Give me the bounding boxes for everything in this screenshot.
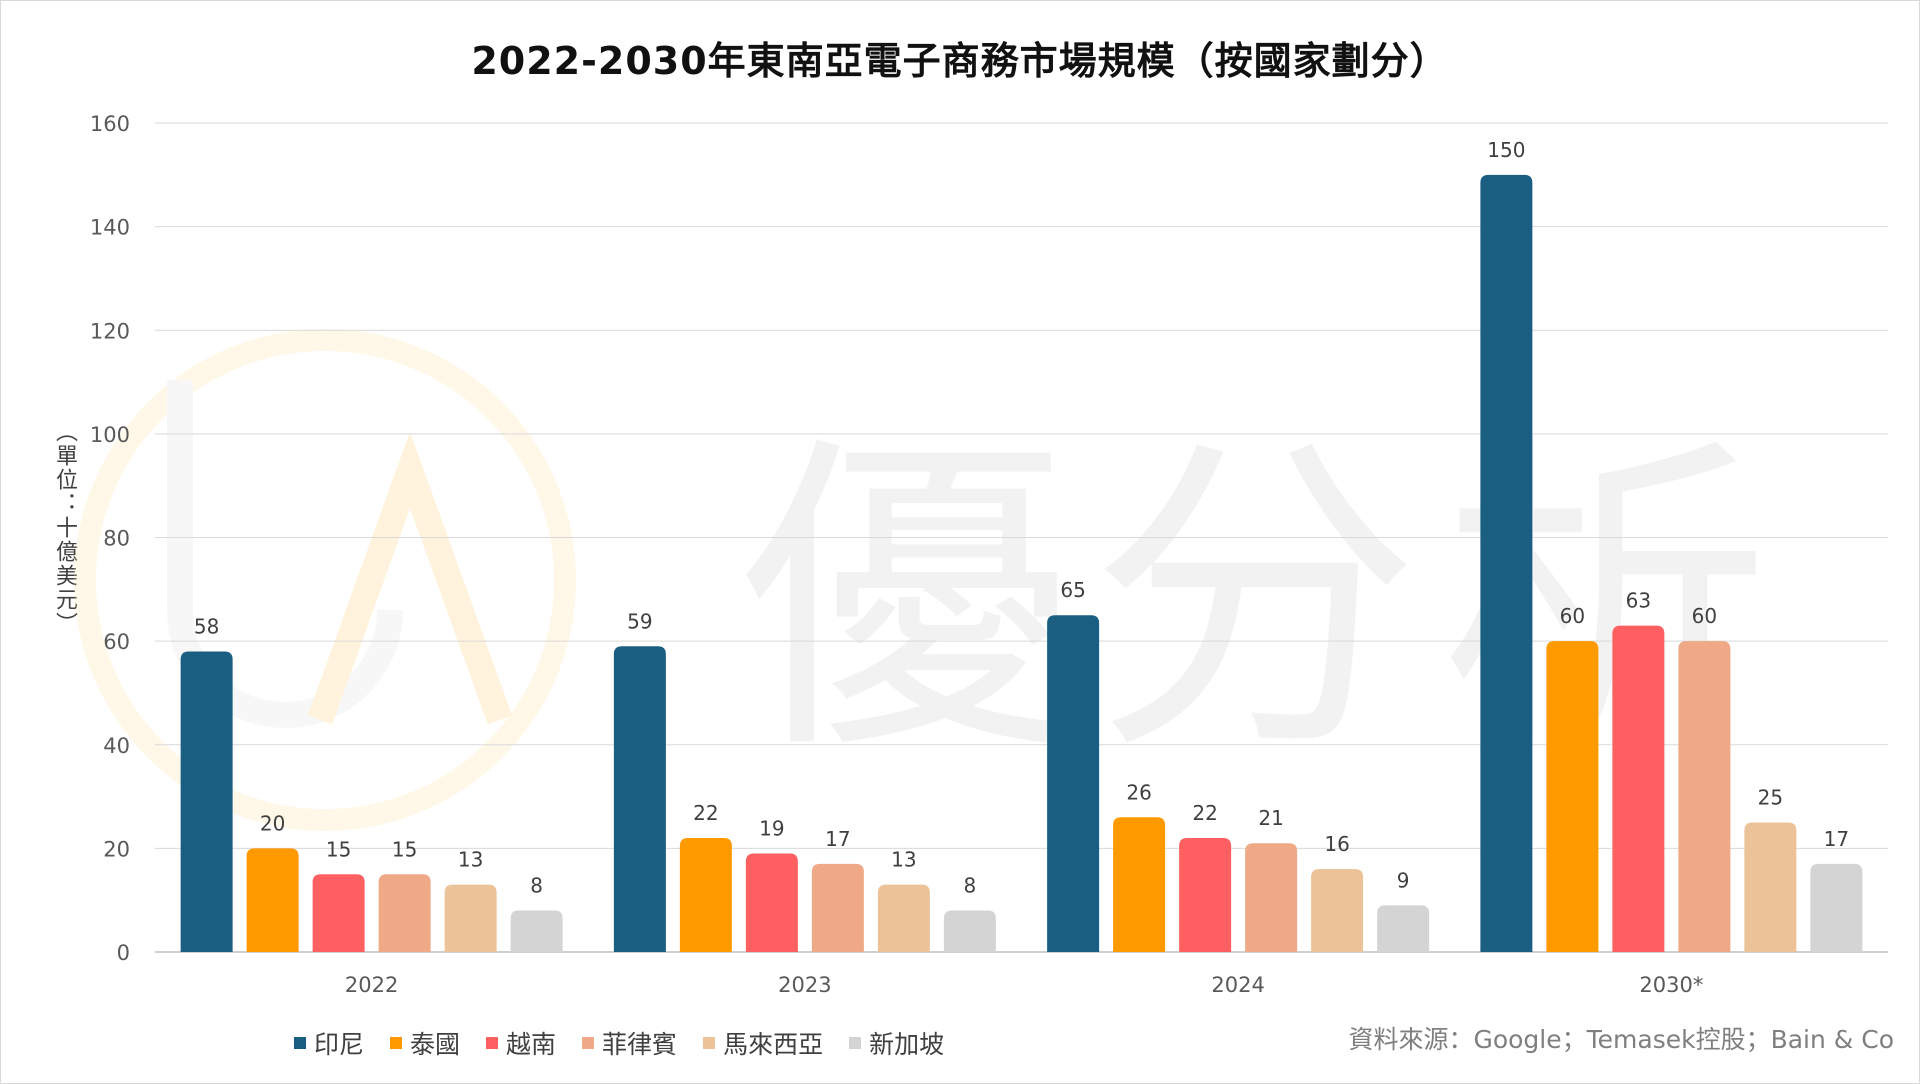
data-label: 26	[1126, 780, 1151, 804]
y-tick-label: 80	[103, 527, 130, 551]
bar	[1377, 905, 1430, 952]
data-label: 19	[759, 817, 784, 841]
y-tick-label: 120	[90, 319, 130, 343]
bar	[1311, 869, 1364, 952]
bar	[246, 848, 299, 952]
data-label: 16	[1324, 832, 1349, 856]
bar	[1245, 843, 1298, 952]
data-label: 60	[1692, 604, 1717, 628]
data-label: 15	[392, 837, 417, 861]
legend-label: 菲律賓	[602, 1030, 678, 1059]
legend-label: 新加坡	[869, 1030, 945, 1059]
bar	[1810, 863, 1863, 952]
source-note: 資料來源：Google；Temasek控股；Bain & Co	[1348, 1025, 1894, 1054]
data-label: 17	[825, 827, 850, 851]
data-labels: 58 20 15 15 13 8 59 22 19 17 13 8 65 26 22 21 16 9 150 60 63…	[194, 138, 1849, 898]
data-label: 59	[627, 609, 652, 633]
bar	[1546, 641, 1599, 952]
legend-item: 泰國	[390, 1025, 460, 1061]
bar	[1480, 174, 1533, 952]
bar	[444, 884, 497, 952]
y-tick-label: 60	[103, 630, 130, 654]
data-label: 13	[891, 848, 916, 872]
bar	[745, 853, 798, 952]
watermark: 優分析	[74, 329, 1770, 831]
y-tick-label: 20	[103, 837, 130, 861]
legend-label: 印尼	[314, 1030, 365, 1059]
legend-swatch	[486, 1037, 499, 1049]
y-tick-label: 100	[90, 423, 130, 447]
bar	[378, 874, 431, 952]
bar	[811, 863, 864, 952]
data-label: 63	[1626, 589, 1651, 613]
legend: 印尼 泰國 越南 菲律賓 馬來西亞 新加坡	[294, 1025, 944, 1061]
bar	[943, 910, 996, 952]
legend-label: 馬來西亞	[723, 1030, 824, 1059]
x-tick-label: 2023	[778, 973, 831, 997]
y-tick-label: 40	[103, 734, 130, 758]
chart-title: 2022-2030年東南亞電子商務市場規模（按國家劃分）	[471, 39, 1449, 83]
data-label: 15	[326, 837, 351, 861]
bar	[679, 838, 732, 952]
data-label: 9	[1397, 868, 1410, 892]
data-label: 58	[194, 614, 219, 638]
data-label: 65	[1060, 578, 1085, 602]
legend-item: 馬來西亞	[703, 1025, 823, 1061]
data-label: 60	[1560, 604, 1585, 628]
data-label: 21	[1258, 806, 1283, 830]
bar	[312, 874, 365, 952]
bar	[1047, 615, 1100, 952]
data-label: 8	[530, 874, 543, 898]
x-tick-label: 2024	[1211, 973, 1264, 997]
legend-swatch	[849, 1037, 862, 1049]
y-axis-label: （單位：十億美元）	[52, 420, 77, 636]
bar	[877, 884, 930, 952]
legend-item: 印尼	[294, 1025, 364, 1061]
x-axis-ticks: 2022 2023 2024 2030*	[345, 973, 1703, 997]
legend-swatch	[582, 1037, 595, 1049]
bars	[180, 174, 1863, 952]
data-label: 17	[1824, 827, 1849, 851]
data-label: 22	[1192, 801, 1217, 825]
x-tick-label: 2030*	[1639, 973, 1703, 997]
data-label: 22	[693, 801, 718, 825]
legend-label: 泰國	[410, 1030, 461, 1059]
legend-swatch	[703, 1037, 716, 1049]
y-axis-ticks: 0 20 40 60 80 100 120 140 160	[90, 112, 130, 965]
y-tick-label: 160	[90, 112, 130, 136]
legend-swatch	[390, 1037, 403, 1049]
data-label: 150	[1487, 138, 1525, 162]
legend-item: 菲律賓	[582, 1025, 677, 1061]
data-label: 25	[1758, 785, 1783, 809]
legend-item: 新加坡	[849, 1025, 944, 1061]
y-tick-label: 140	[90, 216, 130, 240]
legend-swatch	[294, 1037, 306, 1049]
data-label: 13	[458, 848, 483, 872]
bar	[180, 651, 233, 952]
legend-label: 越南	[506, 1030, 557, 1059]
bar	[1612, 625, 1665, 952]
watermark-logo	[74, 329, 576, 831]
y-tick-label: 0	[117, 941, 130, 965]
data-label: 20	[260, 811, 285, 835]
bar	[1678, 641, 1731, 952]
bar	[613, 646, 666, 952]
bar	[510, 910, 563, 952]
bar	[1179, 838, 1232, 952]
bar	[1113, 817, 1166, 952]
legend-item: 越南	[486, 1025, 556, 1061]
x-tick-label: 2022	[345, 973, 398, 997]
data-label: 8	[964, 874, 977, 898]
grid-lines	[155, 122, 1888, 953]
bar	[1744, 822, 1797, 952]
